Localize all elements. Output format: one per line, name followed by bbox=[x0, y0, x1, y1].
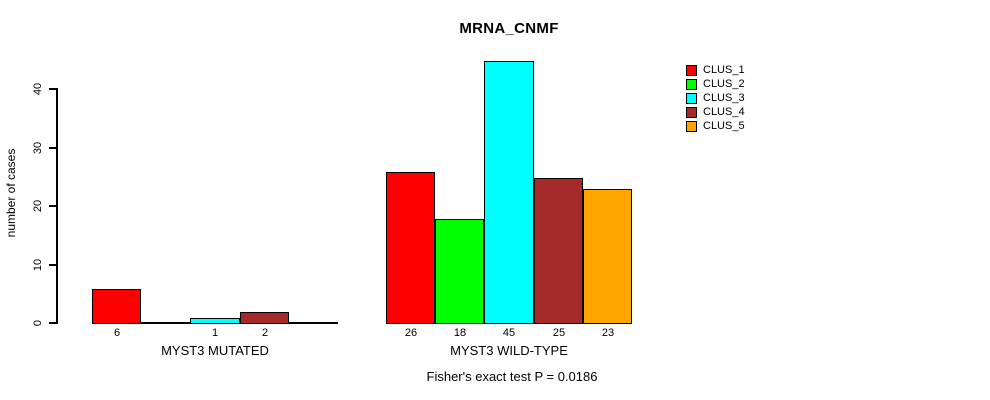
bar-clus_3 bbox=[484, 61, 534, 324]
bar-value-label: 6 bbox=[113, 327, 121, 339]
bar-value-label: 25 bbox=[552, 327, 566, 339]
legend-label: CLUS_3 bbox=[703, 92, 745, 104]
legend-label: CLUS_1 bbox=[703, 64, 745, 76]
bar-value-label: 45 bbox=[502, 327, 516, 339]
legend-swatch-clus_2 bbox=[686, 79, 697, 90]
bar-value-label: 23 bbox=[601, 327, 615, 339]
legend-label: CLUS_2 bbox=[703, 78, 745, 90]
bar-clus_4 bbox=[534, 178, 583, 324]
y-axis-line bbox=[56, 88, 58, 324]
legend-label: CLUS_4 bbox=[703, 106, 745, 118]
legend-swatch-clus_1 bbox=[686, 65, 697, 76]
x-axis-group-label: MYST3 WILD-TYPE bbox=[450, 343, 568, 358]
annotation-fisher-test: Fisher's exact test P = 0.0186 bbox=[426, 369, 598, 384]
legend-swatch-clus_5 bbox=[686, 121, 697, 132]
bar-value-label: 1 bbox=[211, 327, 219, 339]
y-axis-tick bbox=[49, 322, 57, 324]
legend-swatch-clus_3 bbox=[686, 93, 697, 104]
y-axis-tick bbox=[49, 147, 57, 149]
bar-value-label: 2 bbox=[261, 327, 269, 339]
bar-clus_5 bbox=[583, 189, 632, 324]
bar-clus_2 bbox=[435, 219, 484, 324]
chart-title: MRNA_CNMF bbox=[459, 20, 559, 37]
legend-label: CLUS_5 bbox=[703, 120, 745, 132]
y-axis-tick bbox=[49, 205, 57, 207]
bar-value-label: 26 bbox=[404, 327, 418, 339]
legend-swatch-clus_4 bbox=[686, 107, 697, 118]
bar-clus_4 bbox=[240, 312, 289, 324]
bar-clus_3 bbox=[190, 318, 240, 324]
y-axis-tick bbox=[49, 264, 57, 266]
bar-value-label: 18 bbox=[453, 327, 467, 339]
bar-clus_1 bbox=[386, 172, 435, 324]
y-axis-tick bbox=[49, 88, 57, 90]
x-axis-group-label: MYST3 MUTATED bbox=[161, 343, 269, 358]
bar-clus_1 bbox=[92, 289, 141, 324]
